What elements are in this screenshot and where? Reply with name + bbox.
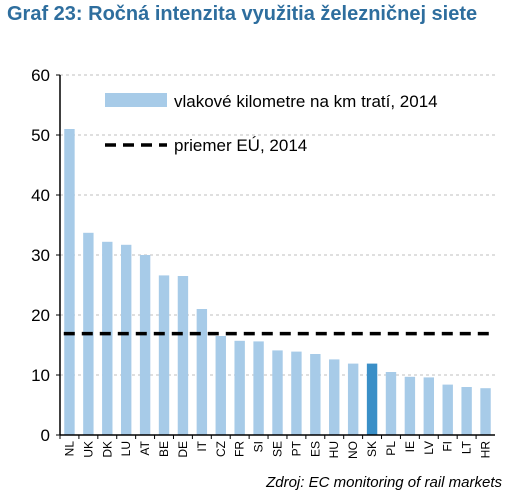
bar-be xyxy=(158,275,170,435)
x-tick-label: FI xyxy=(441,441,455,452)
bar-de xyxy=(177,276,189,435)
x-tick-label: DE xyxy=(176,441,190,458)
y-tick-label: 10 xyxy=(31,366,50,385)
x-axis-labels: NL UK DK LU AT BE DE IT CZ FR SI SE PT ES HU NO SK PL IE LV… xyxy=(59,435,493,459)
bar-fr xyxy=(234,340,245,435)
x-tick-label: SK xyxy=(365,441,379,457)
x-tick-label: NO xyxy=(346,441,360,459)
y-tick-label: 60 xyxy=(31,66,50,85)
bar-fi xyxy=(442,384,453,435)
legend-label-bars: vlakové kilometre na km tratí, 2014 xyxy=(174,92,438,111)
bar-es xyxy=(310,354,321,435)
y-tick-label: 40 xyxy=(31,186,50,205)
x-tick-label: IT xyxy=(195,440,209,451)
bar-lu xyxy=(120,244,132,435)
x-tick-label: CZ xyxy=(214,441,228,457)
bar-pt xyxy=(291,351,302,435)
x-tick-label: LV xyxy=(422,441,436,455)
x-tick-label: SI xyxy=(252,441,266,452)
legend: vlakové kilometre na km tratí, 2014 prie… xyxy=(105,92,438,155)
legend-label-average: priemer EÚ, 2014 xyxy=(174,136,307,155)
bar-hr xyxy=(480,388,491,435)
bars xyxy=(64,129,491,435)
x-tick-label: IE xyxy=(403,441,417,452)
x-tick-label: PL xyxy=(384,441,398,456)
bar-dk xyxy=(102,241,113,435)
x-tick-label: NL xyxy=(62,441,76,457)
bar-pl xyxy=(385,372,397,435)
x-tick-label: AT xyxy=(138,440,152,455)
x-tick-label: UK xyxy=(81,441,95,458)
x-tick-label: BE xyxy=(157,441,171,457)
y-axis-ticks: 0 10 20 30 40 50 60 xyxy=(31,66,60,445)
bar-hu xyxy=(329,359,340,435)
x-tick-label: ES xyxy=(308,441,322,457)
bar-lt xyxy=(461,387,472,435)
source-note: Zdroj: EC monitoring of rail markets xyxy=(266,474,502,491)
bar-ie xyxy=(404,376,416,435)
bar-no xyxy=(347,363,359,435)
x-tick-label: FR xyxy=(233,441,247,457)
x-tick-label: LU xyxy=(119,441,133,456)
bar-lv xyxy=(423,377,435,435)
bar-sk xyxy=(366,363,378,435)
bar-cz xyxy=(215,336,226,435)
x-tick-label: PT xyxy=(289,440,303,456)
bar-nl xyxy=(64,129,75,435)
bar-at xyxy=(139,255,151,435)
bar-si xyxy=(253,341,264,435)
x-tick-label: SE xyxy=(271,441,285,457)
y-tick-label: 0 xyxy=(41,426,50,445)
bar-se xyxy=(272,350,283,435)
x-tick-label: HU xyxy=(327,441,341,458)
x-tick-label: DK xyxy=(100,441,114,458)
bar-it xyxy=(196,309,208,435)
x-tick-label: LT xyxy=(460,440,474,454)
x-tick-label: HR xyxy=(479,441,493,459)
y-tick-label: 50 xyxy=(31,126,50,145)
y-tick-label: 20 xyxy=(31,306,50,325)
chart-title: Graf 23: Ročná intenzita využitia železn… xyxy=(7,3,478,25)
legend-swatch-bars xyxy=(105,93,167,107)
y-tick-label: 30 xyxy=(31,246,50,265)
